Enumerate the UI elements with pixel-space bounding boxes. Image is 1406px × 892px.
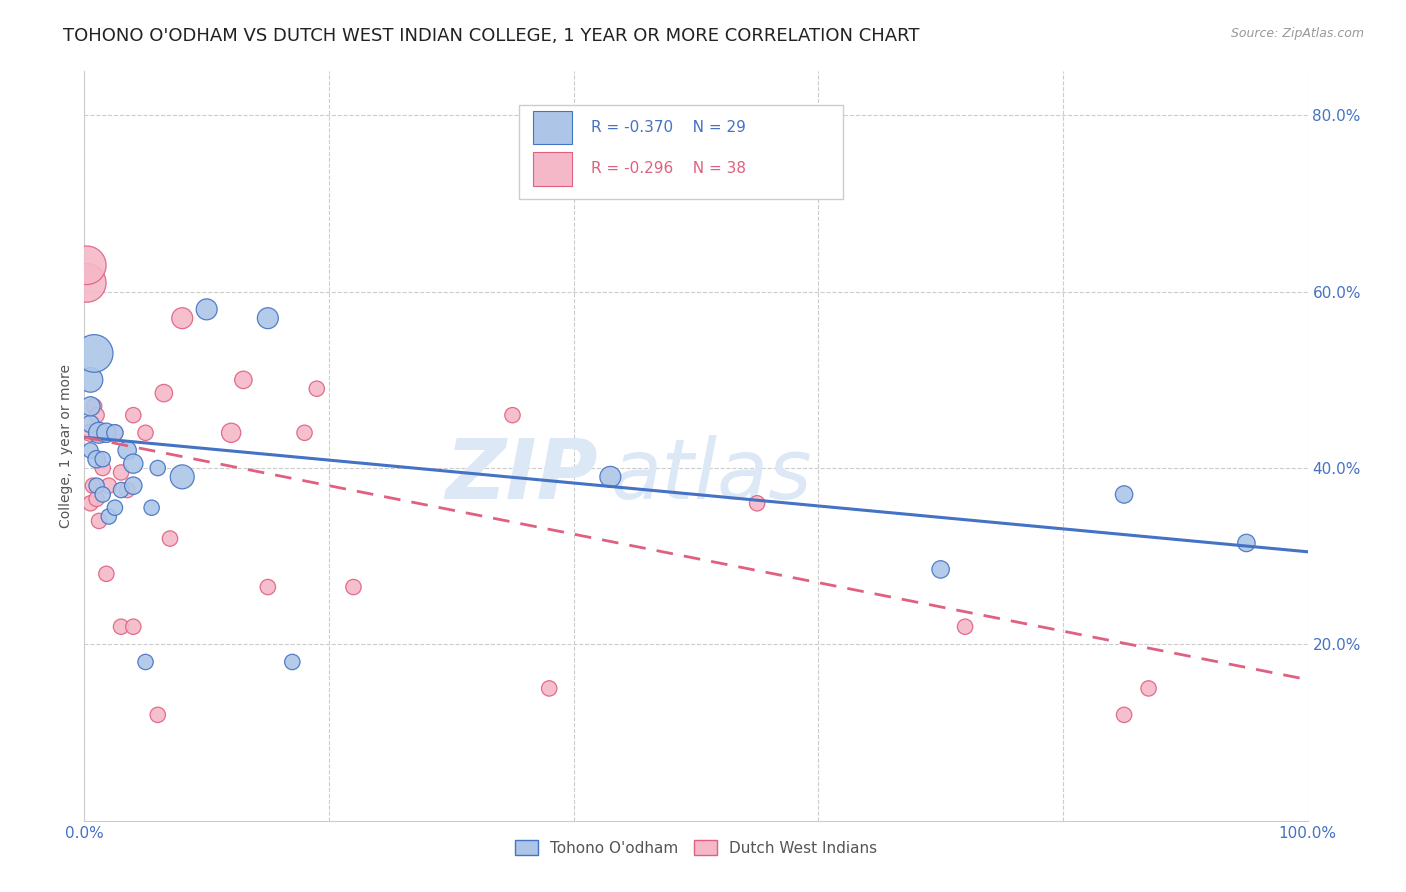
- Point: [1114, 707, 1136, 722]
- Point: [91, 452, 114, 467]
- Point: [97, 478, 120, 492]
- Point: [122, 478, 145, 492]
- Legend: Tohono O'odham, Dutch West Indians: Tohono O'odham, Dutch West Indians: [509, 833, 883, 862]
- Point: [104, 500, 127, 515]
- Text: TOHONO O'ODHAM VS DUTCH WEST INDIAN COLLEGE, 1 YEAR OR MORE CORRELATION CHART: TOHONO O'ODHAM VS DUTCH WEST INDIAN COLL…: [63, 27, 920, 45]
- Point: [115, 443, 138, 458]
- Bar: [533, 152, 572, 186]
- Point: [305, 382, 328, 396]
- Point: [115, 483, 138, 497]
- Point: [86, 478, 108, 492]
- Point: [79, 425, 101, 440]
- Point: [599, 470, 621, 484]
- Point: [104, 425, 127, 440]
- Point: [122, 620, 145, 634]
- Point: [538, 681, 561, 696]
- Point: [96, 425, 118, 440]
- Bar: [533, 111, 572, 145]
- Point: [747, 496, 769, 510]
- Point: [929, 562, 952, 576]
- Point: [257, 311, 280, 326]
- Point: [1114, 487, 1136, 501]
- Point: [79, 373, 101, 387]
- Point: [1236, 536, 1258, 550]
- FancyBboxPatch shape: [519, 105, 842, 199]
- Point: [87, 425, 110, 440]
- Y-axis label: College, 1 year or more: College, 1 year or more: [59, 364, 73, 528]
- Point: [232, 373, 254, 387]
- Point: [83, 346, 105, 360]
- Point: [76, 258, 98, 272]
- Point: [122, 457, 145, 471]
- Point: [110, 620, 132, 634]
- Text: atlas: atlas: [610, 435, 813, 516]
- Point: [219, 425, 242, 440]
- Point: [172, 470, 194, 484]
- Point: [172, 311, 194, 326]
- Point: [122, 408, 145, 422]
- Point: [159, 532, 181, 546]
- Text: R = -0.370    N = 29: R = -0.370 N = 29: [591, 120, 745, 135]
- Point: [146, 461, 169, 475]
- Point: [135, 425, 157, 440]
- Point: [342, 580, 364, 594]
- Point: [953, 620, 976, 634]
- Point: [146, 707, 169, 722]
- Point: [110, 483, 132, 497]
- Point: [110, 466, 132, 480]
- Point: [104, 425, 127, 440]
- Point: [79, 496, 101, 510]
- Point: [1137, 681, 1160, 696]
- Text: ZIP: ZIP: [446, 435, 598, 516]
- Point: [141, 500, 163, 515]
- Point: [79, 417, 101, 431]
- Point: [502, 408, 524, 422]
- Point: [153, 386, 176, 401]
- Point: [135, 655, 157, 669]
- Point: [86, 452, 108, 467]
- Point: [82, 478, 104, 492]
- Point: [195, 302, 218, 317]
- Text: Source: ZipAtlas.com: Source: ZipAtlas.com: [1230, 27, 1364, 40]
- Point: [96, 566, 118, 581]
- Point: [91, 461, 114, 475]
- Point: [257, 580, 280, 594]
- Text: R = -0.296    N = 38: R = -0.296 N = 38: [591, 161, 745, 177]
- Point: [76, 276, 98, 290]
- Point: [86, 408, 108, 422]
- Point: [281, 655, 304, 669]
- Point: [97, 509, 120, 524]
- Point: [79, 400, 101, 414]
- Point: [87, 514, 110, 528]
- Point: [79, 443, 101, 458]
- Point: [86, 491, 108, 506]
- Point: [83, 400, 105, 414]
- Point: [91, 487, 114, 501]
- Point: [294, 425, 316, 440]
